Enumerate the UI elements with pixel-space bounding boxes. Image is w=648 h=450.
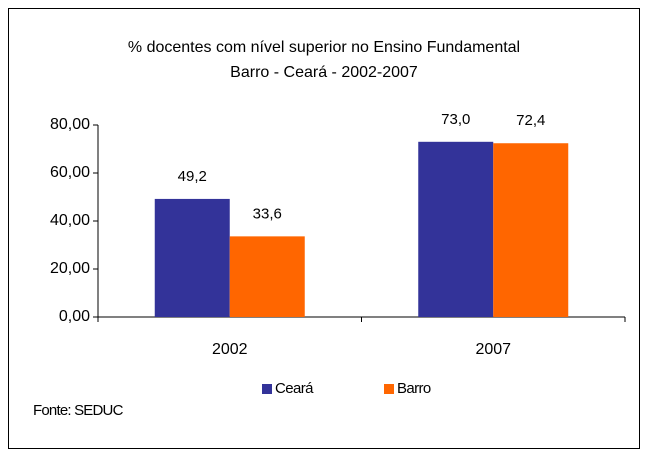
x-tick-label: 2002 <box>212 341 248 358</box>
value-label: 49,2 <box>178 168 207 185</box>
source: Fonte: SEDUC <box>33 402 124 419</box>
value-label: 33,6 <box>253 205 282 222</box>
x-tick-label: 2007 <box>475 341 511 358</box>
chart-title: % docentes com nível superior no Ensino … <box>128 39 520 56</box>
legend-swatch <box>262 384 272 394</box>
legend-label: Barro <box>397 380 431 397</box>
bar <box>229 236 305 317</box>
bar <box>418 141 494 317</box>
bar <box>493 143 569 317</box>
y-tick-label: 20,00 <box>50 260 90 277</box>
y-tick-label: 40,00 <box>50 212 90 229</box>
legend-swatch <box>384 384 394 394</box>
y-tick-label: 0,00 <box>59 308 90 325</box>
value-label: 72,4 <box>516 112 545 129</box>
value-label: 73,0 <box>441 111 470 128</box>
bar <box>154 198 230 317</box>
chart-subtitle: Barro - Ceará - 2002-2007 <box>230 64 418 81</box>
legend-label: Ceará <box>275 380 314 397</box>
y-tick-label: 80,00 <box>50 116 90 133</box>
y-tick-label: 60,00 <box>50 164 90 181</box>
